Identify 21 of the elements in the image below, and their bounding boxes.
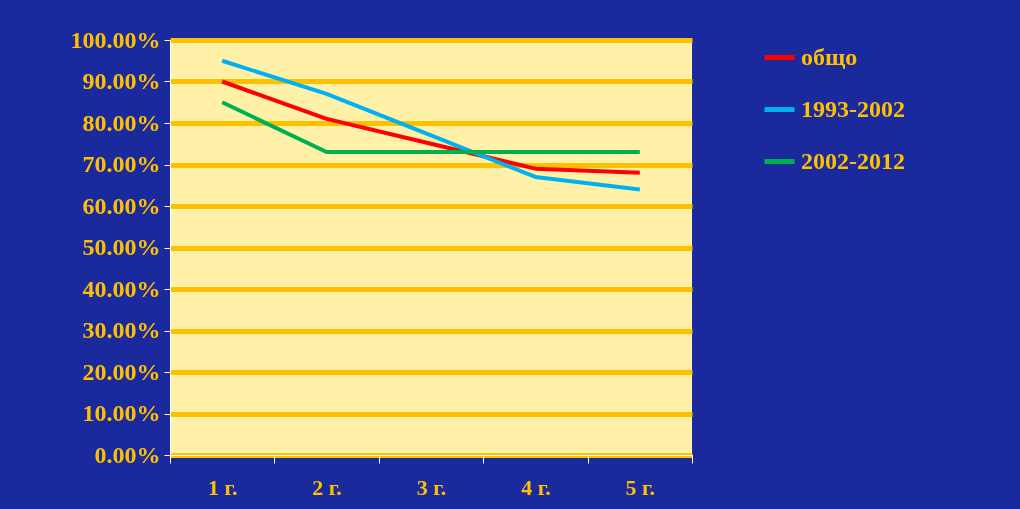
x-tick-label: 4 г. — [521, 474, 551, 500]
y-tick-label: 100.00% — [70, 26, 161, 53]
line-series — [220, 58, 642, 192]
y-tick-label: 40.00% — [82, 275, 161, 302]
y-tick-label: 80.00% — [82, 109, 161, 136]
y-tick-label: 60.00% — [82, 192, 161, 219]
y-tick-label: 0.00% — [94, 441, 161, 468]
y-tick-label: 70.00% — [82, 151, 161, 177]
x-tick-label: 5 г. — [625, 474, 656, 500]
line-series — [220, 79, 642, 175]
x-tick-label: 3 г. — [416, 474, 447, 500]
x-tick-label: 1 г. — [207, 474, 238, 500]
y-tick-label: 20.00% — [82, 358, 161, 385]
legend-label: 2002-2012 — [801, 147, 905, 174]
y-tick-label: 10.00% — [82, 400, 161, 426]
legend-label: 1993-2002 — [801, 95, 905, 122]
legend-label: общо — [801, 43, 858, 70]
y-tick-label: 30.00% — [82, 317, 161, 343]
x-tick-label: 2 г. — [312, 474, 342, 500]
y-tick-label: 90.00% — [82, 68, 161, 94]
y-tick-label: 50.00% — [82, 234, 161, 260]
